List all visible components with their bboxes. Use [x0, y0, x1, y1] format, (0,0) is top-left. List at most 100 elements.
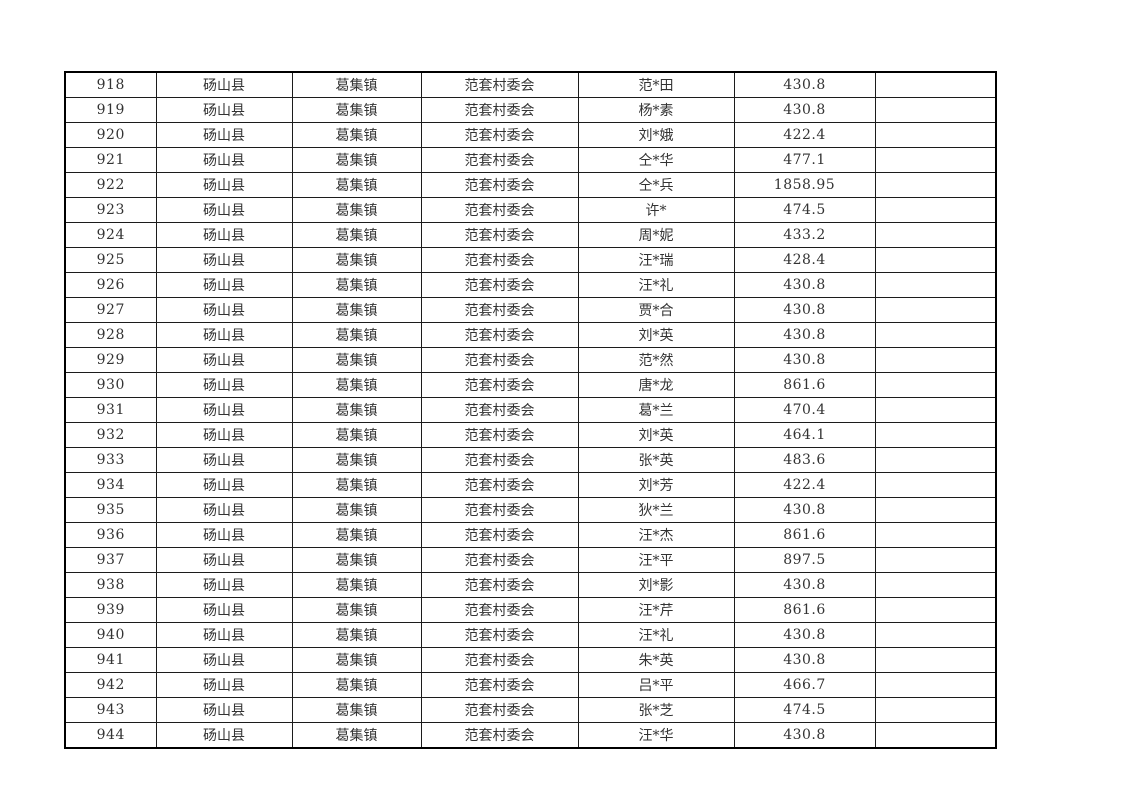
row-number-cell: 919 — [64, 97, 157, 123]
amount-cell: 430.8 — [733, 347, 876, 373]
table-row: 918 砀山县 葛集镇 范套村委会 范*田 430.8 — [64, 71, 997, 98]
village-committee-cell: 范套村委会 — [420, 247, 579, 273]
amount-cell: 1858.95 — [733, 172, 876, 198]
masked-name-cell: 张*英 — [577, 447, 735, 473]
empty-note-cell — [874, 372, 997, 398]
amount-cell: 430.8 — [733, 722, 876, 749]
town-cell: 葛集镇 — [291, 647, 422, 673]
masked-name-cell: 汪*礼 — [577, 622, 735, 648]
masked-name-cell: 刘*英 — [577, 322, 735, 348]
masked-name-cell: 葛*兰 — [577, 397, 735, 423]
county-cell: 砀山县 — [155, 522, 293, 548]
table-row: 936 砀山县 葛集镇 范套村委会 汪*杰 861.6 — [64, 522, 997, 548]
town-cell: 葛集镇 — [291, 197, 422, 223]
row-number-cell: 939 — [64, 597, 157, 623]
county-cell: 砀山县 — [155, 247, 293, 273]
county-cell: 砀山县 — [155, 572, 293, 598]
village-committee-cell: 范套村委会 — [420, 71, 579, 98]
masked-name-cell: 刘*娥 — [577, 122, 735, 148]
town-cell: 葛集镇 — [291, 522, 422, 548]
village-committee-cell: 范套村委会 — [420, 347, 579, 373]
village-committee-cell: 范套村委会 — [420, 197, 579, 223]
row-number-cell: 922 — [64, 172, 157, 198]
amount-cell: 428.4 — [733, 247, 876, 273]
amount-cell: 430.8 — [733, 97, 876, 123]
empty-note-cell — [874, 297, 997, 323]
row-number-cell: 936 — [64, 522, 157, 548]
village-committee-cell: 范套村委会 — [420, 522, 579, 548]
masked-name-cell: 汪*芹 — [577, 597, 735, 623]
table-row: 944 砀山县 葛集镇 范套村委会 汪*华 430.8 — [64, 722, 997, 749]
masked-name-cell: 唐*龙 — [577, 372, 735, 398]
table-row: 934 砀山县 葛集镇 范套村委会 刘*芳 422.4 — [64, 472, 997, 498]
table-row: 930 砀山县 葛集镇 范套村委会 唐*龙 861.6 — [64, 372, 997, 398]
county-cell: 砀山县 — [155, 622, 293, 648]
town-cell: 葛集镇 — [291, 372, 422, 398]
masked-name-cell: 汪*礼 — [577, 272, 735, 298]
village-committee-cell: 范套村委会 — [420, 372, 579, 398]
town-cell: 葛集镇 — [291, 71, 422, 98]
village-committee-cell: 范套村委会 — [420, 297, 579, 323]
empty-note-cell — [874, 172, 997, 198]
table-row: 937 砀山县 葛集镇 范套村委会 汪*平 897.5 — [64, 547, 997, 573]
empty-note-cell — [874, 147, 997, 173]
row-number-cell: 928 — [64, 322, 157, 348]
masked-name-cell: 吕*平 — [577, 672, 735, 698]
town-cell: 葛集镇 — [291, 547, 422, 573]
masked-name-cell: 仝*华 — [577, 147, 735, 173]
county-cell: 砀山县 — [155, 672, 293, 698]
county-cell: 砀山县 — [155, 597, 293, 623]
amount-cell: 430.8 — [733, 647, 876, 673]
town-cell: 葛集镇 — [291, 222, 422, 248]
row-number-cell: 932 — [64, 422, 157, 448]
empty-note-cell — [874, 222, 997, 248]
village-committee-cell: 范套村委会 — [420, 422, 579, 448]
row-number-cell: 924 — [64, 222, 157, 248]
village-committee-cell: 范套村委会 — [420, 697, 579, 723]
masked-name-cell: 周*妮 — [577, 222, 735, 248]
row-number-cell: 937 — [64, 547, 157, 573]
county-cell: 砀山县 — [155, 347, 293, 373]
row-number-cell: 943 — [64, 697, 157, 723]
county-cell: 砀山县 — [155, 397, 293, 423]
row-number-cell: 921 — [64, 147, 157, 173]
village-committee-cell: 范套村委会 — [420, 472, 579, 498]
town-cell: 葛集镇 — [291, 122, 422, 148]
masked-name-cell: 杨*素 — [577, 97, 735, 123]
row-number-cell: 940 — [64, 622, 157, 648]
county-cell: 砀山县 — [155, 297, 293, 323]
empty-note-cell — [874, 422, 997, 448]
amount-cell: 483.6 — [733, 447, 876, 473]
empty-note-cell — [874, 672, 997, 698]
village-committee-cell: 范套村委会 — [420, 722, 579, 749]
empty-note-cell — [874, 347, 997, 373]
town-cell: 葛集镇 — [291, 572, 422, 598]
row-number-cell: 933 — [64, 447, 157, 473]
amount-cell: 430.8 — [733, 497, 876, 523]
village-committee-cell: 范套村委会 — [420, 272, 579, 298]
village-committee-cell: 范套村委会 — [420, 497, 579, 523]
amount-cell: 474.5 — [733, 197, 876, 223]
amount-cell: 430.8 — [733, 297, 876, 323]
empty-note-cell — [874, 697, 997, 723]
town-cell: 葛集镇 — [291, 497, 422, 523]
county-cell: 砀山县 — [155, 272, 293, 298]
empty-note-cell — [874, 547, 997, 573]
table-row: 940 砀山县 葛集镇 范套村委会 汪*礼 430.8 — [64, 622, 997, 648]
empty-note-cell — [874, 497, 997, 523]
village-committee-cell: 范套村委会 — [420, 172, 579, 198]
county-cell: 砀山县 — [155, 547, 293, 573]
table-row: 920 砀山县 葛集镇 范套村委会 刘*娥 422.4 — [64, 122, 997, 148]
table-row: 919 砀山县 葛集镇 范套村委会 杨*素 430.8 — [64, 97, 997, 123]
row-number-cell: 941 — [64, 647, 157, 673]
row-number-cell: 926 — [64, 272, 157, 298]
county-cell: 砀山县 — [155, 472, 293, 498]
village-committee-cell: 范套村委会 — [420, 122, 579, 148]
masked-name-cell: 狄*兰 — [577, 497, 735, 523]
table-row: 921 砀山县 葛集镇 范套村委会 仝*华 477.1 — [64, 147, 997, 173]
table-row: 927 砀山县 葛集镇 范套村委会 贾*合 430.8 — [64, 297, 997, 323]
table-body: 918 砀山县 葛集镇 范套村委会 范*田 430.8 919 砀山县 葛集镇 范套村委会 杨*素 4… — [64, 71, 997, 749]
amount-cell: 477.1 — [733, 147, 876, 173]
empty-note-cell — [874, 397, 997, 423]
